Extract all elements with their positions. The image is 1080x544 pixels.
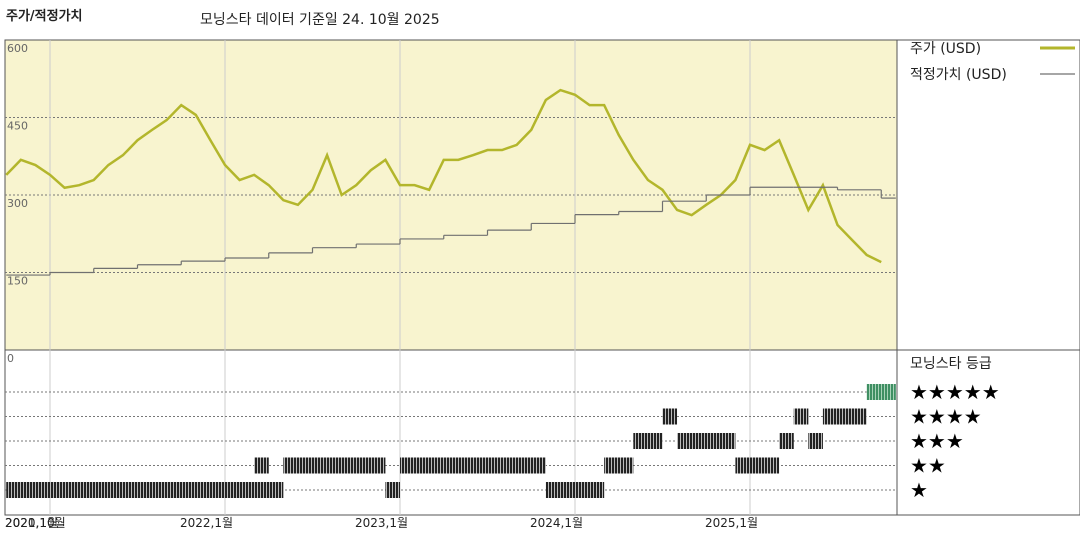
chart-subtitle: 모닝스타 데이터 기준일 24. 10월 2025 [200, 12, 440, 28]
rating-title: 모닝스타 등급 [910, 356, 992, 372]
y-tick-label: 300 [7, 197, 28, 210]
x-tick-label: 2024,1월 [530, 516, 583, 530]
legend: 주가 (USD) 적정가치 (USD) 모닝스타 등급 [910, 41, 1007, 372]
y-tick-label: 0 [7, 352, 14, 365]
rating-bar [779, 433, 794, 449]
x-tick-label: 2023,1월 [355, 516, 408, 530]
rating-bar [735, 457, 780, 474]
chart-title: 주가/적정가치 [6, 8, 83, 24]
rating-bar [633, 433, 663, 449]
rating-bar [604, 457, 634, 474]
x-tick-label: 2020,10월 [5, 516, 66, 530]
rating-bar [793, 408, 809, 425]
rating-bar [808, 433, 823, 449]
legend-label: 적정가치 (USD) [910, 67, 1007, 83]
rating-label: ★★ [910, 454, 946, 478]
rating-bar [866, 384, 896, 400]
x-tick-label: 2022,1월 [180, 516, 233, 530]
rating-label: ★★★★ [910, 405, 982, 429]
rating-bar [677, 433, 736, 449]
rating-bar [254, 457, 269, 474]
y-tick-label: 450 [7, 120, 28, 133]
rating-bar [545, 482, 605, 498]
rating-bar [400, 457, 546, 474]
y-tick-label: 150 [7, 275, 28, 288]
x-tick-label: 2021,1월 [5, 516, 58, 530]
y-tick-label: 600 [7, 42, 28, 55]
rating-label: ★★★★★ [910, 380, 1000, 404]
x-tick-label: 2025,1월 [705, 516, 758, 530]
price-line [5, 88, 882, 264]
rating-bar [822, 408, 867, 425]
rating-bar [6, 482, 284, 498]
rating-bar [283, 457, 386, 474]
rating-bar [385, 482, 400, 498]
rating-label: ★ [910, 478, 928, 502]
rating-bar [662, 408, 678, 425]
rating-label: ★★★ [910, 429, 964, 453]
legend-label: 주가 (USD) [910, 41, 981, 57]
frame [4, 39, 1080, 516]
